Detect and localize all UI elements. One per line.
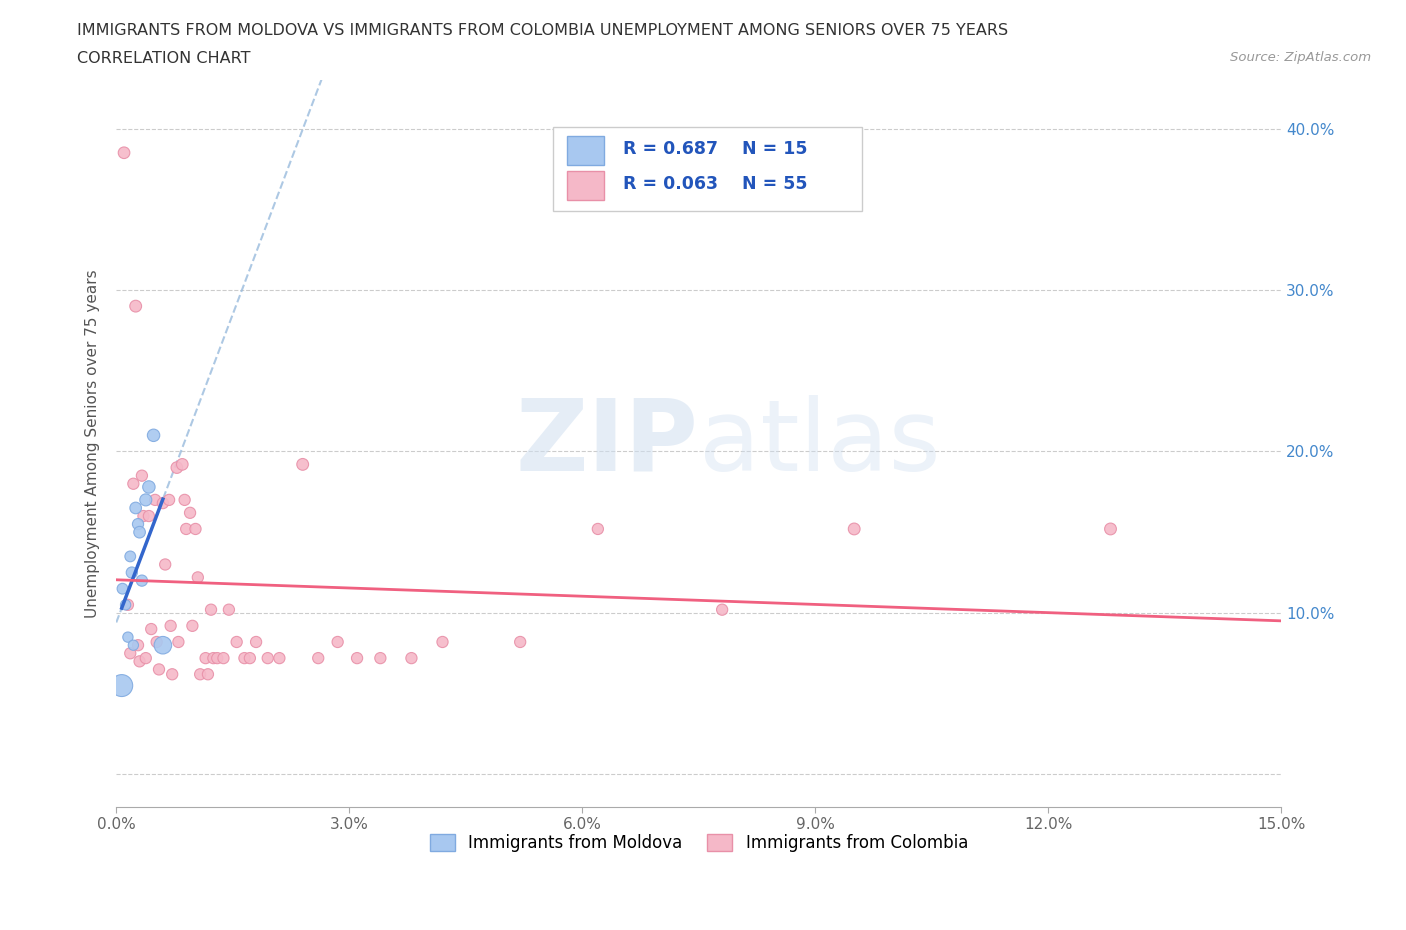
Point (256, 651, 278, 666)
FancyBboxPatch shape (553, 127, 862, 211)
Point (291, 457, 314, 472)
Point (114, 597, 136, 612)
Point (157, 493, 180, 508)
Text: ZIP: ZIP (516, 395, 699, 492)
Point (212, 651, 235, 666)
Point (152, 496, 174, 511)
Point (370, 651, 392, 666)
Point (159, 618, 181, 633)
Point (131, 468, 153, 483)
Point (127, 517, 149, 532)
Point (141, 621, 163, 636)
Point (142, 428, 165, 443)
Point (1099, 522, 1122, 537)
Point (128, 654, 150, 669)
Point (132, 509, 155, 524)
Point (145, 634, 167, 649)
Point (128, 525, 150, 539)
Point (122, 638, 145, 653)
Point (148, 662, 170, 677)
Text: atlas: atlas (699, 395, 941, 492)
Point (233, 651, 256, 666)
Point (120, 645, 142, 660)
Point (509, 634, 531, 649)
Point (143, 493, 166, 508)
Point (173, 493, 195, 508)
Point (125, 299, 148, 313)
Point (167, 634, 190, 649)
Point (225, 634, 247, 649)
Text: R = 0.063    N = 55: R = 0.063 N = 55 (623, 175, 807, 193)
Text: R = 0.687    N = 15: R = 0.687 N = 15 (623, 140, 807, 158)
Point (200, 603, 222, 618)
Bar (567, 136, 605, 166)
Point (188, 667, 211, 682)
Point (197, 667, 219, 682)
Point (218, 603, 240, 618)
Point (207, 651, 229, 666)
Point (184, 522, 207, 537)
Point (111, 581, 134, 596)
Bar (567, 171, 605, 200)
Point (121, 565, 143, 580)
Point (125, 500, 148, 515)
Point (122, 476, 145, 491)
Point (194, 651, 217, 666)
Point (166, 460, 188, 475)
Point (127, 638, 149, 653)
Point (586, 522, 609, 537)
Point (155, 557, 177, 572)
Point (111, 678, 134, 693)
Point (239, 651, 262, 666)
Point (112, 145, 135, 160)
Point (131, 573, 153, 588)
Point (181, 618, 204, 633)
Point (174, 522, 197, 537)
Point (187, 570, 209, 585)
Point (711, 603, 734, 618)
Legend: Immigrants from Moldova, Immigrants from Colombia: Immigrants from Moldova, Immigrants from… (422, 825, 976, 860)
Text: IMMIGRANTS FROM MOLDOVA VS IMMIGRANTS FROM COLOMBIA UNEMPLOYMENT AMONG SENIORS O: IMMIGRANTS FROM MOLDOVA VS IMMIGRANTS FR… (77, 23, 1008, 38)
Point (172, 457, 194, 472)
Point (245, 634, 267, 649)
Point (269, 651, 291, 666)
Text: CORRELATION CHART: CORRELATION CHART (77, 51, 250, 66)
Y-axis label: Unemployment Among Seniors over 75 years: Unemployment Among Seniors over 75 years (86, 269, 100, 618)
Point (326, 634, 349, 649)
Point (138, 509, 160, 524)
Point (307, 651, 329, 666)
Point (346, 651, 368, 666)
Point (117, 597, 139, 612)
Point (401, 651, 423, 666)
Point (844, 522, 866, 537)
Point (138, 480, 160, 495)
Point (202, 651, 225, 666)
Point (135, 651, 157, 666)
Point (160, 667, 183, 682)
Point (432, 634, 454, 649)
Point (152, 638, 174, 653)
Text: Source: ZipAtlas.com: Source: ZipAtlas.com (1230, 51, 1371, 64)
Point (117, 630, 139, 644)
Point (120, 549, 142, 564)
Point (135, 493, 157, 508)
Point (179, 505, 201, 520)
